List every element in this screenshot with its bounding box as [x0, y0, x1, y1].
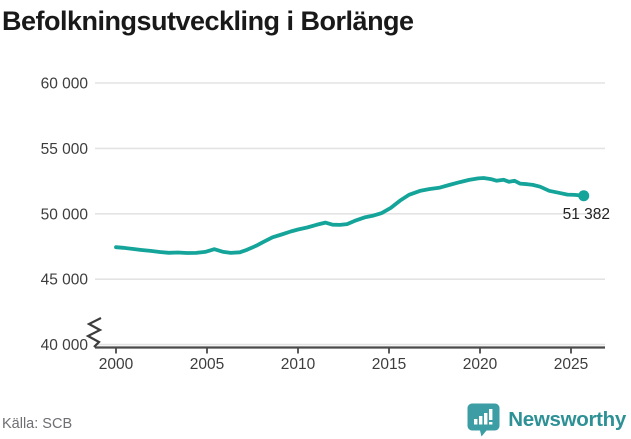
source-label: Källa: SCB — [2, 416, 73, 432]
latest-value-label: 51 382 — [563, 206, 610, 223]
y-tick-label: 45 000 — [41, 272, 89, 289]
page-title: Befolkningsutveckling i Borlänge — [2, 6, 414, 36]
newsworthy-logo[interactable]: Newsworthy — [467, 403, 626, 437]
y-tick-label: 40 000 — [41, 337, 89, 354]
latest-value-annotation: 51 382 — [563, 206, 610, 223]
x-tick-label: 2005 — [190, 356, 224, 373]
x-tick-label: 2010 — [281, 356, 316, 373]
population-line — [114, 176, 586, 255]
newsworthy-wordmark: Newsworthy — [508, 408, 626, 431]
x-tick-label: 2020 — [463, 356, 498, 373]
population-line-series — [114, 176, 586, 255]
y-axis-labels: 60 000 55 000 50 000 45 000 40 000 — [41, 76, 89, 355]
latest-value-dot — [578, 190, 590, 202]
y-tick-label: 55 000 — [41, 141, 89, 158]
latest-value-marker — [578, 190, 590, 202]
y-tick-label: 60 000 — [41, 76, 89, 93]
y-tick-label: 50 000 — [41, 206, 89, 223]
gridlines — [95, 82, 605, 346]
x-tick-label: 2025 — [554, 356, 588, 373]
axis-break-icon — [85, 317, 103, 348]
x-tick-label: 2015 — [372, 356, 406, 373]
x-axis-labels: 2000 2005 2010 2015 2020 2025 — [99, 356, 588, 373]
x-tick-label: 2000 — [99, 356, 134, 373]
x-axis-ticks — [115, 347, 572, 354]
footer: Källa: SCB Newsworthy — [0, 399, 631, 439]
axis-break-squiggle — [85, 317, 103, 348]
newsworthy-bubble-chart-icon — [467, 403, 500, 437]
